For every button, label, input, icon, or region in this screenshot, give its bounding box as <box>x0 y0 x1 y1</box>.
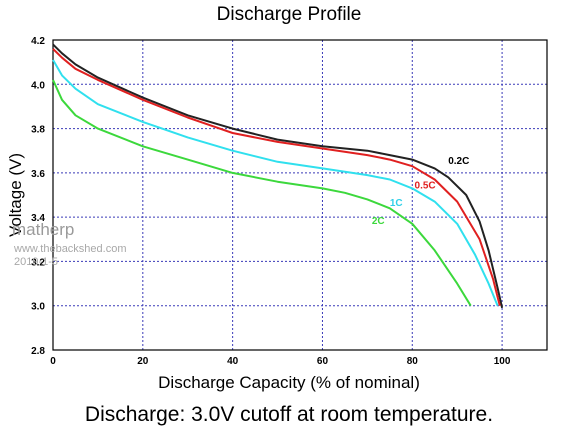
x-tick-label: 40 <box>227 356 239 367</box>
x-tick-labels: 0 20 40 60 80 100 <box>50 356 511 367</box>
y-tick-label: 3.4 <box>31 213 45 224</box>
caption: Discharge: 3.0V cutoff at room temperatu… <box>84 403 494 426</box>
series-label-0.5c: 0.5C <box>415 180 436 191</box>
watermark-author: matherp <box>12 220 75 239</box>
y-tick-label: 4.2 <box>31 36 45 47</box>
series-label-1c: 1C <box>390 198 403 209</box>
series-labels: 0.2C 0.5C 1C 2C <box>372 156 469 227</box>
y-tick-label: 3.8 <box>31 125 45 136</box>
series-line-0.2c <box>52 43 504 309</box>
series-line-2c <box>52 79 472 307</box>
y-tick-label: 2.8 <box>31 346 45 357</box>
y-tick-label: 3.0 <box>31 302 45 313</box>
series-lines <box>52 43 504 309</box>
y-axis-label: Voltage (V) <box>6 153 25 237</box>
plot-frame <box>52 39 548 351</box>
y-tick-label: 3.2 <box>31 257 45 268</box>
watermark-site: www.thebackshed.com <box>14 243 127 255</box>
x-tick-label: 100 <box>494 356 511 367</box>
series-label-0.2c: 0.2C <box>448 156 469 167</box>
x-tick-label: 0 <box>50 356 56 367</box>
x-tick-label: 80 <box>407 356 419 367</box>
y-tick-label: 3.6 <box>31 169 45 180</box>
y-tick-labels: 2.8 3.0 3.2 3.4 3.6 3.8 4.0 4.2 <box>31 36 45 357</box>
x-tick-label: 60 <box>317 356 329 367</box>
x-tick-label: 20 <box>137 356 149 367</box>
chart-title: Discharge Profile <box>216 4 362 25</box>
grid <box>53 40 547 350</box>
series-line-1c <box>52 59 499 307</box>
y-tick-label: 4.0 <box>31 80 45 91</box>
series-line-0.5c <box>52 48 501 306</box>
watermark-date: 2019-1-5 <box>14 256 59 268</box>
x-axis-label: Discharge Capacity (% of nominal) <box>158 373 420 392</box>
series-label-2c: 2C <box>372 216 385 227</box>
